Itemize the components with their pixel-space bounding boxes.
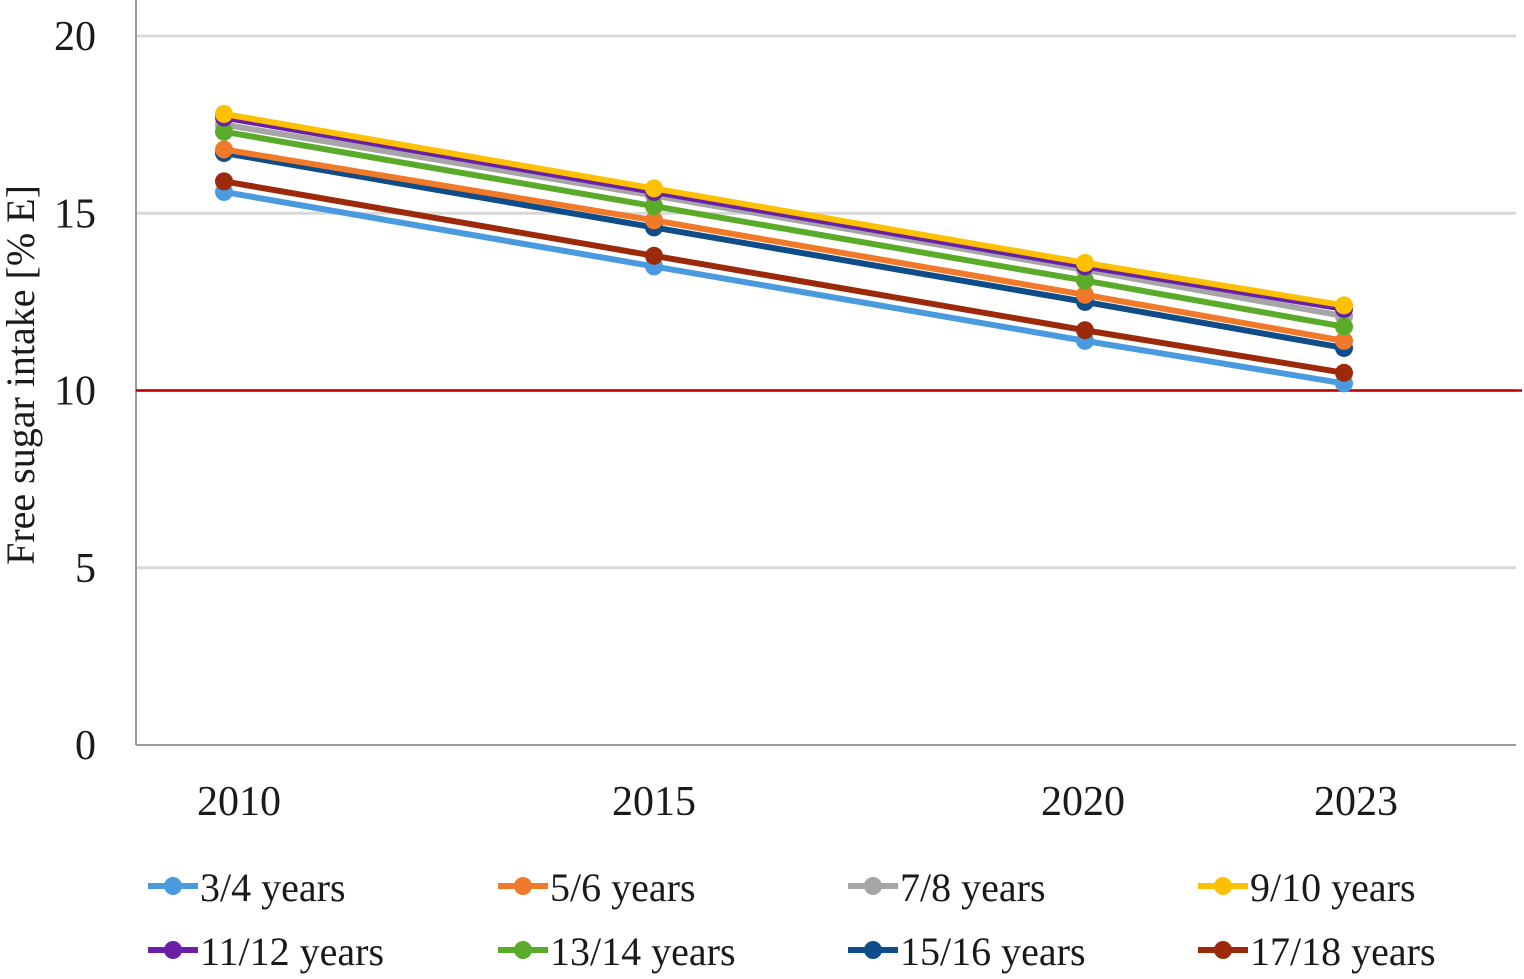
data-point-2015 [645,246,663,265]
legend-label: 15/16 years [900,929,1086,974]
legend-item: 15/16 years [848,929,1086,974]
y-tick-label-5: 5 [75,546,96,592]
data-point-2010 [215,140,233,159]
y-axis-title: Free sugar intake [% E] [0,185,43,565]
legend-swatch-marker [864,941,882,959]
legend-item: 11/12 years [148,929,384,974]
legend-label: 17/18 years [1250,929,1436,974]
y-tick-label-10: 10 [54,369,96,415]
y-tick-label-0: 0 [75,723,96,769]
axes [135,0,1516,746]
series-line [223,128,1345,330]
data-point-2023 [1335,317,1353,336]
y-tick-label-15: 15 [54,191,96,237]
data-point-2020 [1076,285,1094,304]
legend-item: 17/18 years [1198,929,1436,974]
data-point-2010 [215,104,233,123]
series-9-10-years [215,104,1353,315]
series-line [223,189,1345,387]
data-point-2020 [1076,321,1094,340]
series-line [223,150,1345,351]
legend-item: 9/10 years [1198,865,1416,910]
legend-label: 3/4 years [200,865,346,910]
legend-label: 11/12 years [200,929,384,974]
x-tick-label-2020: 2020 [1041,779,1125,825]
data-point-2023 [1335,331,1353,350]
legend-swatch-marker [864,877,882,895]
y-tick-label-20: 20 [54,14,96,60]
series-17-18-years [215,172,1353,382]
legend-item: 5/6 years [498,865,696,910]
legend-item: 3/4 years [148,865,346,910]
legend-swatch-marker [514,941,532,959]
data-point-2010 [215,122,233,141]
tick-labels: 0 5 10 15 20 2010 2015 2020 2023 [54,14,1398,825]
legend-swatch-marker [164,877,182,895]
data-point-2020 [1076,253,1094,272]
x-tick-label-2023: 2023 [1314,779,1398,825]
legend-label: 5/6 years [550,865,696,910]
legend-label: 9/10 years [1250,865,1416,910]
series-13-14-years [215,122,1353,336]
data-point-2023 [1335,296,1353,315]
x-tick-label-2015: 2015 [612,779,696,825]
series-line [223,114,1345,312]
data-point-2015 [645,197,663,216]
legend-item: 7/8 years [848,865,1046,910]
data-point-2015 [645,179,663,198]
legend-label: 7/8 years [900,865,1046,910]
legend-swatch-marker [514,877,532,895]
series-line [223,146,1345,344]
series-5-6-years [215,140,1353,350]
legend-item: 13/14 years [498,929,736,974]
legend-swatch-marker [1214,941,1232,959]
data-point-2015 [645,211,663,230]
data-point-2023 [1335,363,1353,382]
data-point-2010 [215,172,233,191]
series-line [223,111,1345,309]
legend-swatch-marker [1214,877,1232,895]
series-line [223,121,1345,320]
legend: 3/4 years 5/6 years 7/8 years 9/10 years 11/… [148,865,1436,974]
legend-swatch-marker [164,941,182,959]
series-group [215,104,1353,393]
series-line [223,178,1345,376]
legend-label: 13/14 years [550,929,736,974]
data-point-2020 [1076,271,1094,290]
x-tick-label-2010: 2010 [197,779,281,825]
